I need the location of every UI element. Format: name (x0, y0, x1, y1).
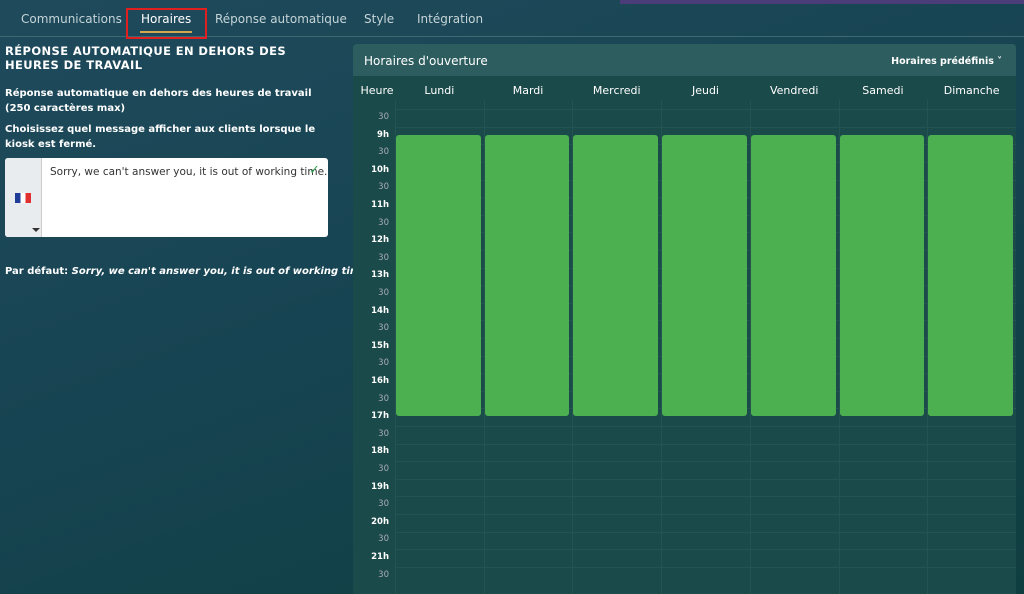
row-line (395, 443, 1016, 445)
section-heading: RÉPONSE AUTOMATIQUE EN DEHORS DES HEURES… (5, 44, 287, 72)
time-label: 13h (371, 270, 389, 281)
message-text: Sorry, we can't answer you, it is out of… (50, 166, 328, 178)
field-label: Réponse automatique en dehors des heures… (5, 88, 312, 114)
column-line (483, 100, 485, 594)
time-label: 30 (378, 288, 389, 298)
open-slot[interactable] (839, 134, 925, 417)
tab[interactable]: Style (364, 12, 395, 26)
tab[interactable]: Horaires (141, 12, 192, 26)
time-label: 16h (371, 376, 389, 386)
check-icon: ✓ (309, 163, 320, 178)
top-accent (620, 0, 1024, 4)
time-label: 14h (371, 305, 389, 316)
row-line (395, 496, 1016, 498)
time-label: 30 (378, 358, 389, 369)
time-label: 20h (371, 516, 389, 527)
row-line (395, 566, 1016, 568)
time-label: 30 (378, 428, 389, 439)
time-label: 30 (378, 112, 389, 122)
time-label: 30 (378, 534, 389, 545)
row-line (395, 549, 1016, 551)
time-label: 30 (378, 393, 389, 404)
column-line (838, 100, 840, 594)
message-input[interactable]: Sorry, we can't answer you, it is out of… (5, 158, 328, 237)
column-line (572, 100, 574, 594)
time-label: 9h (377, 129, 389, 140)
open-slot[interactable] (928, 134, 1013, 417)
language-select[interactable] (5, 158, 42, 237)
hour-header: Heure (360, 84, 394, 97)
panel-title: Horaires d'ouverture (364, 54, 488, 68)
active-underline (140, 31, 192, 33)
field-label: Choisissez quel message afficher aux cli… (5, 124, 316, 150)
tab[interactable]: Communications (21, 12, 122, 26)
time-label: 18h (371, 446, 389, 457)
default-text: Sorry, we can't answer you, it is out of… (71, 266, 371, 277)
day-header: Vendredi (769, 84, 819, 97)
column-line (749, 100, 751, 594)
time-label: 15h (371, 340, 389, 351)
open-slot[interactable] (573, 134, 659, 417)
open-slot[interactable] (484, 134, 570, 417)
day-header: Mercredi (592, 84, 641, 97)
time-label: 17h (371, 411, 389, 422)
tab-bar: Communications Horaires Réponse automatiqu… (0, 0, 1024, 39)
preset-dropdown[interactable]: Horaires prédéfinis ˅ (891, 56, 1002, 67)
time-label: 19h (371, 481, 389, 492)
tab[interactable]: Intégration (417, 12, 484, 26)
open-slot[interactable] (750, 134, 836, 417)
time-label: 30 (378, 252, 389, 263)
time-label: 30 (378, 323, 389, 334)
column-line (395, 100, 396, 594)
row-line (395, 426, 1016, 427)
flag-fr (15, 193, 31, 203)
time-label: 30 (378, 464, 389, 474)
column-line (927, 100, 929, 594)
time-label: 30 (378, 569, 389, 580)
day-header: Lundi (424, 84, 455, 97)
time-label: 21h (371, 552, 389, 562)
open-slot[interactable] (662, 134, 747, 417)
row-line (395, 461, 1016, 463)
time-label: 11h (371, 200, 389, 210)
default-message: Par défaut: Sorry, we can't answer you, … (5, 266, 371, 277)
day-header: Mardi (512, 84, 544, 97)
open-slot[interactable] (396, 134, 481, 417)
time-label: 30 (378, 147, 389, 158)
schedule-panel: Horaires d'ouverture Horaires prédéfinis… (353, 44, 1016, 594)
row-line (395, 531, 1016, 533)
column-line (661, 100, 663, 594)
day-header: Jeudi (691, 84, 719, 97)
default-label: Par défaut: (5, 266, 69, 277)
highlight-box (126, 8, 207, 39)
caret (32, 228, 40, 236)
time-label: 12h (371, 235, 389, 246)
day-header: Samedi (862, 84, 904, 97)
time-label: 30 (378, 182, 389, 193)
row-line (395, 126, 1016, 128)
row-line (395, 514, 1016, 515)
row-line (395, 109, 1016, 111)
tab[interactable]: Réponse automatique (215, 12, 347, 26)
row-line (395, 478, 1016, 480)
panel-header: Horaires d'ouverture Horaires prédéfinis… (353, 44, 1016, 76)
time-label: 30 (378, 217, 389, 228)
auto-reply-section: RÉPONSE AUTOMATIQUE EN DEHORS DES HEURES… (5, 44, 371, 277)
preset-label: Horaires prédéfinis (891, 56, 994, 67)
time-label: 30 (378, 499, 389, 510)
time-label: 10h (371, 164, 389, 175)
day-header: Dimanche (943, 84, 1000, 97)
